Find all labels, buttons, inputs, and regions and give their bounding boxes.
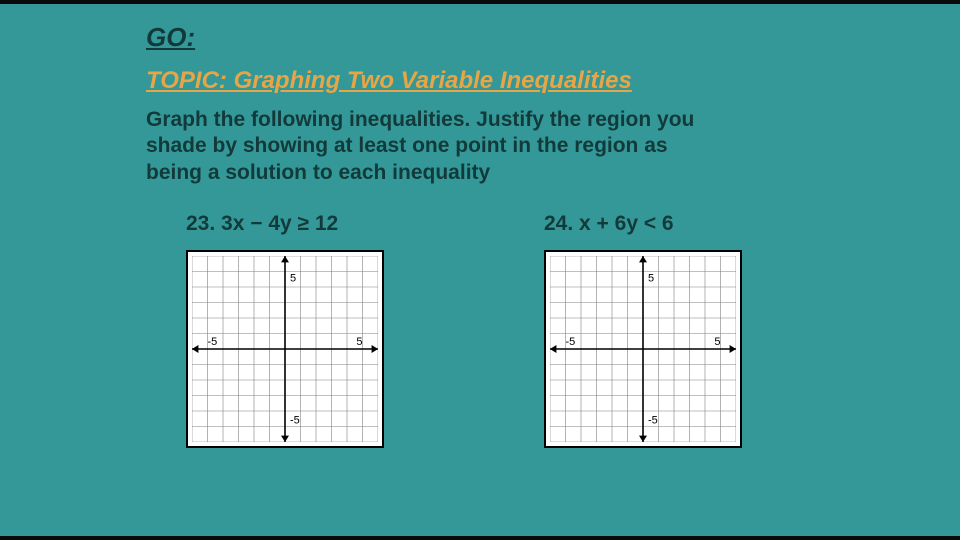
go-heading: GO: <box>146 22 846 53</box>
svg-text:-5: -5 <box>566 336 576 348</box>
svg-text:-5: -5 <box>648 414 658 426</box>
instructions-text: Graph the following inequalities. Justif… <box>146 107 706 186</box>
svg-text:5: 5 <box>648 272 654 284</box>
problem-label: 24. x + 6y < 6 <box>544 212 742 236</box>
svg-text:-5: -5 <box>290 414 300 426</box>
problem-23: 23. 3x − 4y ≥ 12 -5 -5 5 5 <box>186 212 384 448</box>
problem-label: 23. 3x − 4y ≥ 12 <box>186 212 384 236</box>
coordinate-grid: -5 -5 5 5 <box>544 250 742 448</box>
grid-svg: -5 -5 5 5 <box>550 256 736 442</box>
grid-svg: -5 -5 5 5 <box>192 256 378 442</box>
slide-background: GO: TOPIC: Graphing Two Variable Inequal… <box>0 4 960 536</box>
problems-row: 23. 3x − 4y ≥ 12 -5 -5 5 5 24. x + 6y < 6 -… <box>186 212 846 448</box>
problem-24: 24. x + 6y < 6 -5 -5 5 5 <box>544 212 742 448</box>
content-area: GO: TOPIC: Graphing Two Variable Inequal… <box>146 22 846 448</box>
svg-text:5: 5 <box>714 336 720 348</box>
svg-text:-5: -5 <box>208 336 218 348</box>
coordinate-grid: -5 -5 5 5 <box>186 250 384 448</box>
topic-heading: TOPIC: Graphing Two Variable Inequalitie… <box>146 67 846 95</box>
svg-text:5: 5 <box>290 272 296 284</box>
svg-text:5: 5 <box>356 336 362 348</box>
